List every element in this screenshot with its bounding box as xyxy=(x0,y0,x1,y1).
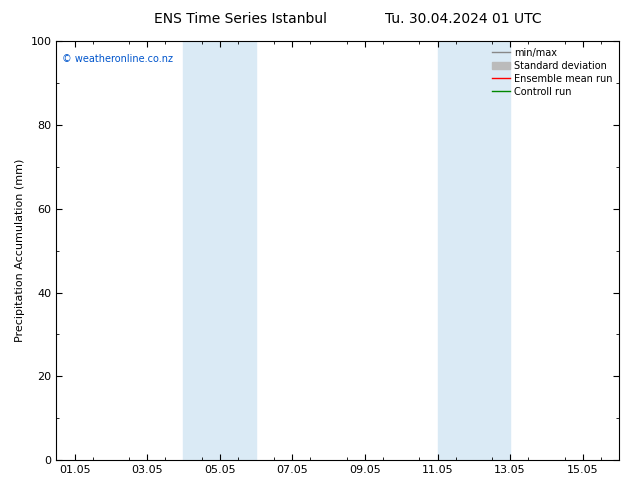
Y-axis label: Precipitation Accumulation (mm): Precipitation Accumulation (mm) xyxy=(15,159,25,343)
Bar xyxy=(183,41,256,460)
Text: © weatheronline.co.nz: © weatheronline.co.nz xyxy=(62,53,173,64)
Bar xyxy=(437,41,510,460)
Text: Tu. 30.04.2024 01 UTC: Tu. 30.04.2024 01 UTC xyxy=(384,12,541,26)
Text: ENS Time Series Istanbul: ENS Time Series Istanbul xyxy=(155,12,327,26)
Legend: min/max, Standard deviation, Ensemble mean run, Controll run: min/max, Standard deviation, Ensemble me… xyxy=(490,46,614,98)
